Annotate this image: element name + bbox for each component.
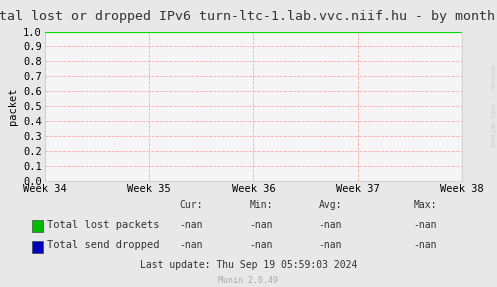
Text: Last update: Thu Sep 19 05:59:03 2024: Last update: Thu Sep 19 05:59:03 2024: [140, 261, 357, 270]
Text: -nan: -nan: [179, 241, 203, 250]
Text: -nan: -nan: [179, 220, 203, 230]
Text: Total lost or dropped IPv6 turn-ltc-1.lab.vvc.niif.hu - by month: Total lost or dropped IPv6 turn-ltc-1.la…: [0, 10, 495, 23]
Text: Avg:: Avg:: [319, 200, 342, 210]
Text: Max:: Max:: [413, 200, 437, 210]
Text: -nan: -nan: [319, 220, 342, 230]
Text: -nan: -nan: [413, 241, 437, 250]
Text: -nan: -nan: [319, 241, 342, 250]
Text: -nan: -nan: [249, 220, 273, 230]
Text: Total send dropped: Total send dropped: [47, 241, 160, 250]
Text: RRDTOOL / TOBI OETIKER: RRDTOOL / TOBI OETIKER: [490, 65, 495, 148]
Text: -nan: -nan: [413, 220, 437, 230]
Y-axis label: packet: packet: [7, 88, 18, 125]
Text: -nan: -nan: [249, 241, 273, 250]
Text: Munin 2.0.49: Munin 2.0.49: [219, 276, 278, 285]
Text: Total lost packets: Total lost packets: [47, 220, 160, 230]
Text: Min:: Min:: [249, 200, 273, 210]
Text: Cur:: Cur:: [179, 200, 203, 210]
